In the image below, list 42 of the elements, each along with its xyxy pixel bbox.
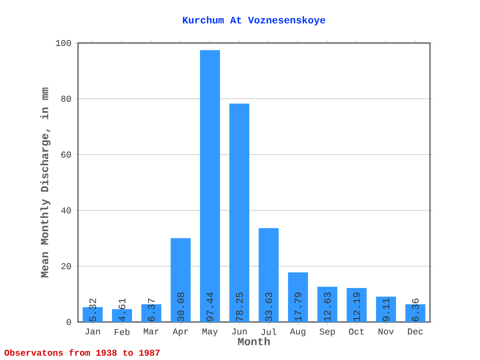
data-label: 30.08	[177, 292, 184, 322]
bar	[346, 288, 367, 322]
bar	[376, 296, 396, 322]
data-label: 17.79	[294, 292, 302, 322]
x-tick-label: Oct	[349, 328, 364, 335]
x-tick-label: Mar	[144, 328, 159, 335]
y-axis-title: Mean Monthly Discharge, in mm	[40, 88, 51, 278]
x-tick-label: Feb	[114, 328, 130, 336]
bar	[317, 286, 338, 322]
y-tick-label: 0	[66, 318, 71, 326]
data-label: 33.63	[265, 292, 272, 322]
y-tick-label: 100	[56, 40, 71, 46]
bar	[288, 272, 308, 322]
bar	[258, 228, 279, 322]
y-tick-label: 20	[61, 263, 71, 270]
x-tick-label: Apr	[172, 328, 188, 336]
chart-title: Kurchum At Voznesenskoye	[182, 16, 326, 26]
x-tick-label: Aug	[290, 328, 306, 336]
y-tick-label: 40	[61, 207, 71, 214]
bar	[200, 50, 220, 322]
bar	[229, 104, 250, 322]
x-axis-title: Month	[238, 337, 270, 346]
data-label: 5.32	[89, 298, 96, 322]
y-tick-label: 80	[61, 96, 71, 102]
text: Observatons from 1938 to 1987	[4, 349, 160, 356]
x-tick-label: Jun	[232, 328, 247, 335]
x-tick-label: Nov	[378, 328, 394, 335]
data-label: 6.37	[148, 298, 155, 322]
data-label: 9.11	[382, 298, 390, 322]
x-tick-label: Jul	[261, 328, 276, 336]
data-label: 12.63	[324, 292, 331, 322]
data-label: 97.44	[206, 292, 214, 322]
data-label: 78.25	[236, 292, 243, 322]
data-label: 4.61	[118, 298, 126, 322]
x-tick-label: Dec	[408, 328, 423, 335]
x-tick-label: Sep	[320, 328, 335, 336]
y-tick-label: 60	[61, 152, 71, 158]
x-tick-label: Jan	[85, 328, 100, 335]
data-label: 12.19	[353, 292, 360, 322]
x-tick-label: May	[202, 328, 218, 336]
bar	[170, 238, 191, 322]
data-label: 6.36	[412, 298, 419, 322]
